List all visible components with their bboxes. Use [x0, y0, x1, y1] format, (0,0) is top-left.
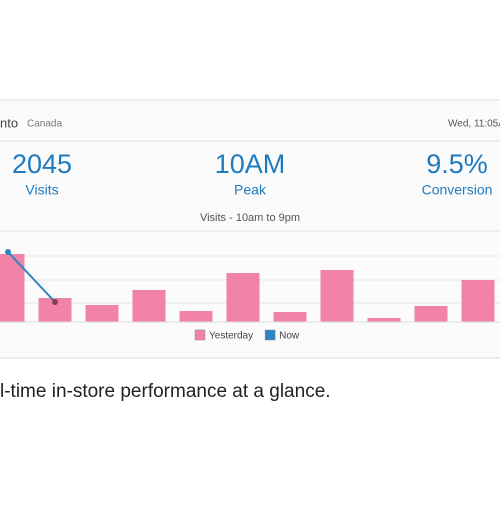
stat-label: Conversion [422, 182, 493, 198]
stat-value: 2045 [12, 149, 72, 179]
point [52, 299, 58, 305]
bar [179, 311, 213, 322]
stat-value: 10AM [215, 149, 286, 179]
country: Canada [27, 119, 62, 130]
datetime: Wed, 11:05A [448, 119, 500, 130]
bar [273, 312, 307, 322]
bar [414, 306, 448, 322]
legend-swatch [194, 329, 206, 341]
location: nto [0, 115, 18, 130]
bar [320, 270, 354, 322]
bar [367, 318, 401, 322]
legend-label: Yesterday [209, 331, 253, 342]
bar [85, 305, 119, 322]
bar [132, 290, 166, 322]
line [7, 251, 56, 303]
legend-label: Now [279, 331, 300, 342]
bar [461, 280, 495, 322]
stat-value: 9.5% [426, 149, 488, 179]
legend-swatch [264, 329, 276, 341]
grid [0, 230, 500, 304]
stat-label: Visits [25, 182, 58, 198]
stat-label: Peak [234, 182, 267, 198]
caption: l-time in-store performance at a glance. [0, 381, 331, 402]
bar [226, 273, 260, 322]
point [5, 249, 11, 255]
chart-subtitle: Visits - 10am to 9pm [200, 212, 300, 224]
